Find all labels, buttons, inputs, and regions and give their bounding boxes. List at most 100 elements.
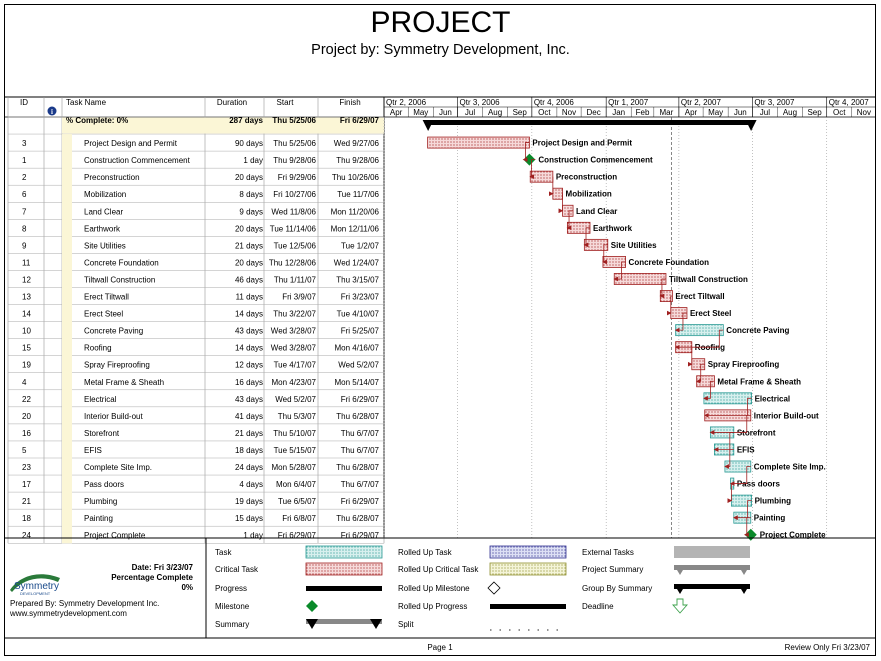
quarter-label: Qtr 1, 2007: [608, 98, 649, 107]
deadline-arrow-icon: [672, 598, 688, 614]
task-name: Metal Frame & Sheath: [84, 378, 164, 387]
task-name: Project Design and Permit: [84, 139, 178, 148]
legend-rolled-up-progress-swatch: [490, 604, 566, 609]
bar-label: EFIS: [737, 445, 755, 454]
table-row: 20 Interior Build-out 41 days Thu 5/3/07 Thu…: [22, 412, 380, 421]
logo-text: Symmetry: [14, 581, 59, 592]
quarter-label: Qtr 2, 2007: [681, 98, 722, 107]
task-finish: Thu 6/7/07: [341, 429, 380, 438]
task-start: Mon 6/4/07: [276, 480, 317, 489]
table-row: 11 Concrete Foundation 20 days Thu 12/28/06…: [22, 258, 380, 267]
bar-label: Construction Commencement: [538, 156, 653, 165]
table-row: 13 Erect Tiltwall 11 days Fri 3/9/07 Fri 3/2…: [22, 293, 380, 302]
task-duration: 19 days: [235, 497, 263, 506]
task-id: 24: [22, 531, 31, 540]
bar-label: Complete Site Imp.: [754, 463, 826, 472]
month-label: Jan: [612, 108, 625, 117]
task-duration: 43 days: [235, 395, 263, 404]
task-duration: 20 days: [235, 258, 263, 267]
dependency-link: [713, 432, 734, 452]
table-row: 24 Project Complete 1 day Fri 6/29/07 Fri 6/…: [22, 531, 380, 540]
dependency-link: [529, 159, 536, 180]
info-date: Date: Fri 3/23/07: [132, 563, 194, 572]
dependency-link: [674, 329, 724, 350]
table-row: 2 Preconstruction 20 days Fri 9/29/06 Thu 10…: [22, 173, 380, 182]
info-box: Date: Fri 3/23/07 Percentage Complete 0%…: [9, 563, 194, 618]
month-label: Nov: [562, 108, 576, 117]
bar-label: Interior Build-out: [754, 411, 819, 420]
bar-label: Project Complete: [760, 531, 826, 540]
task-finish: Mon 5/14/07: [335, 378, 380, 387]
task-name: Mobilization: [84, 190, 126, 199]
task-finish: Fri 6/29/07: [341, 497, 380, 506]
task-id: 7: [22, 207, 27, 216]
task-duration: 1 day: [243, 156, 263, 165]
task-id: 3: [22, 139, 27, 148]
task-finish: Tue 11/7/06: [337, 190, 379, 199]
task-duration: 9 days: [239, 207, 263, 216]
task-name: Complete Site Imp.: [84, 463, 152, 472]
month-label: Dec: [587, 108, 601, 117]
col-header-duration: Duration: [217, 98, 247, 107]
task-start: Fri 3/9/07: [282, 293, 316, 302]
info-percentage-value: 0%: [181, 583, 193, 592]
month-label: Feb: [636, 108, 650, 117]
legend-project-summary-bar: [674, 565, 750, 575]
dependency-link: [703, 380, 715, 401]
legend-rolled-up-progress-label: Rolled Up Progress: [398, 602, 467, 611]
bar-label: Mobilization: [566, 190, 612, 199]
table-row: 22 Electrical 43 days Wed 5/2/07 Fri 6/29/07: [22, 395, 380, 404]
task-start: Wed 5/2/07: [275, 395, 316, 404]
task-name: Spray Fireproofing: [84, 361, 150, 370]
task-finish: Wed 5/2/07: [338, 361, 379, 370]
task-name: Painting: [84, 514, 113, 523]
task-duration: 11 days: [236, 293, 263, 302]
task-start: Wed 3/28/07: [271, 344, 317, 353]
info-percentage-label: Percentage Complete: [111, 573, 193, 582]
table-row: 1 Construction Commencement 1 day Thu 9/28/…: [22, 156, 380, 165]
task-id: 2: [22, 173, 27, 182]
dependency-link: [743, 517, 751, 538]
dependency-link: [695, 363, 705, 384]
logo-subtext: DEVELOPMENT: [20, 591, 51, 596]
task-start: Mon 5/28/07: [272, 463, 317, 472]
table-row: 18 Painting 15 days Fri 6/8/07 Thu 6/28/07: [22, 514, 380, 523]
table-grid: [4, 96, 876, 544]
footer-review: Review Only Fri 3/23/07: [785, 643, 871, 652]
month-label: Jul: [465, 108, 475, 117]
task-name: Project Complete: [84, 531, 146, 540]
month-label: Aug: [488, 108, 502, 117]
task-start: Tue 4/17/07: [274, 361, 317, 370]
task-duration: 1 day: [243, 531, 263, 540]
legend-task-label: Task: [215, 548, 232, 557]
legend-rolled-up-milestone-label: Rolled Up Milestone: [398, 584, 470, 593]
page-title: PROJECT: [370, 6, 511, 39]
task-duration: 15 days: [235, 514, 263, 523]
task-start: Fri 10/27/06: [273, 190, 316, 199]
task-finish: Mon 12/11/06: [331, 224, 380, 233]
bar-label: Tiltwall Construction: [669, 275, 748, 284]
chart-marks: Project Design and Permit Construction Co…: [422, 120, 826, 541]
task-finish: Thu 9/28/06: [336, 156, 379, 165]
legend-external-tasks-label: External Tasks: [582, 548, 634, 557]
month-label: Apr: [685, 108, 698, 117]
task-finish: Wed 9/27/06: [334, 139, 380, 148]
legend-project-summary-label: Project Summary: [582, 565, 643, 574]
task-id: 22: [22, 395, 31, 404]
task-start: Tue 5/15/07: [274, 446, 317, 455]
legend-rolled-up-critical-swatch: [489, 562, 567, 576]
task-id: 21: [22, 497, 31, 506]
legend-group-by-summary-bar: [674, 584, 750, 594]
bar-label: Concrete Paving: [726, 326, 789, 335]
legend-progress-label: Progress: [215, 584, 247, 593]
month-label: May: [708, 108, 723, 117]
task-duration: 16 days: [235, 378, 263, 387]
task-start: Thu 5/25/06: [273, 139, 316, 148]
month-label: Aug: [783, 108, 797, 117]
dependency-link: [659, 278, 666, 299]
task-id: 15: [22, 344, 31, 353]
table-row: 17 Pass doors 4 days Mon 6/4/07 Thu 6/7/07: [22, 480, 380, 489]
milestone-diamond: [523, 153, 536, 166]
month-label: Sep: [807, 108, 822, 117]
task-start: Thu 5/10/07: [273, 429, 316, 438]
